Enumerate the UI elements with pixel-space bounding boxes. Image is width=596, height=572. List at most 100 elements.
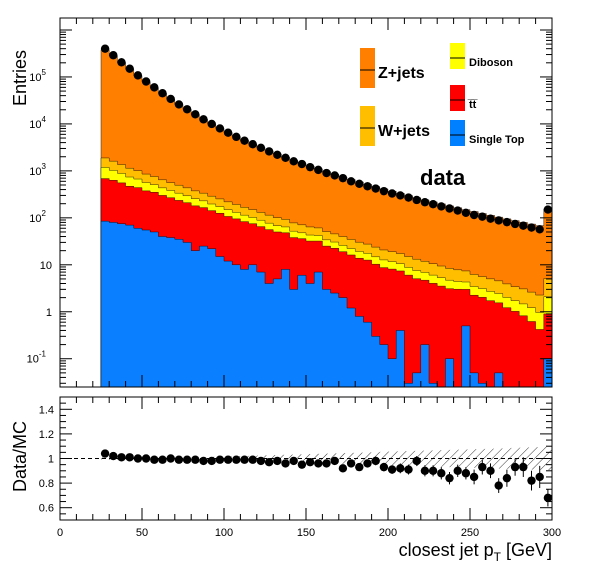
- y-tick-base: 10: [29, 166, 41, 178]
- legend-label: Single Top: [469, 134, 525, 146]
- ratio-point: [363, 459, 372, 468]
- data-point: [232, 132, 241, 142]
- data-points-layer: [100, 44, 553, 234]
- ratio-point: [100, 449, 110, 458]
- y-tick-exponent: 2: [42, 209, 47, 218]
- data-point: [191, 110, 200, 119]
- ratio-point: [264, 457, 274, 467]
- legend-label: Z+jets: [378, 65, 425, 82]
- mc-uncertainty-bin: [396, 451, 405, 466]
- ratio-point: [412, 456, 421, 466]
- mc-uncertainty-bin: [363, 452, 372, 465]
- ratio-point: [404, 465, 413, 474]
- ratio-point: [305, 457, 315, 467]
- ratio-point: [478, 462, 487, 472]
- data-point: [256, 143, 266, 153]
- data-point: [330, 171, 339, 180]
- ratio-point: [174, 455, 184, 464]
- ratio-panel: 0.6 0.8 1 1.2 1.4 0 50 100 150 200 250 300 Data/MC…: [10, 396, 561, 564]
- data-point: [469, 210, 479, 220]
- data-point: [445, 204, 454, 213]
- y-tick-base: 10: [29, 213, 41, 225]
- ratio-y-tick-label: 1: [48, 454, 54, 466]
- data-point: [289, 157, 298, 166]
- data-point: [141, 77, 151, 86]
- data-point: [355, 179, 364, 189]
- ratio-point: [330, 456, 339, 466]
- ratio-point: [158, 455, 167, 464]
- ratio-point: [387, 465, 397, 474]
- data-point: [371, 184, 380, 193]
- data-point: [240, 136, 249, 145]
- data-point: [428, 200, 438, 209]
- y-tick-exponent: 5: [42, 68, 47, 77]
- legend-label: W+jets: [378, 123, 430, 140]
- mc-uncertainty-bin: [461, 449, 470, 468]
- ratio-x-axis: 0 50 100 150 200 250 300: [57, 397, 561, 539]
- y-tick-label: 10-1: [27, 350, 47, 366]
- data-point: [486, 214, 495, 223]
- mc-uncertainty-bin: [355, 452, 364, 465]
- stacked-histogram-layer: [100, 49, 553, 388]
- ratio-point: [355, 462, 364, 472]
- data-point: [519, 221, 528, 230]
- data-point: [535, 225, 544, 234]
- mc-uncertainty-bin: [445, 449, 454, 468]
- mc-uncertainty-bin: [502, 448, 511, 469]
- x-tick-label: 0: [57, 527, 63, 539]
- data-point: [133, 71, 143, 80]
- x-tick-label: 50: [136, 527, 148, 539]
- data-point: [281, 153, 290, 162]
- data-point: [182, 105, 192, 114]
- data-point: [314, 165, 323, 175]
- ratio-point: [445, 473, 454, 483]
- ratio-point: [371, 456, 380, 466]
- ratio-point: [297, 460, 307, 469]
- y-tick-exponent: 3: [42, 162, 47, 171]
- mc-uncertainty-bin: [314, 453, 323, 464]
- ratio-point: [486, 466, 495, 475]
- ratio-y-tick-label: 0.6: [39, 503, 54, 515]
- ratio-point: [322, 459, 331, 468]
- data-point: [215, 124, 225, 133]
- y-tick-label: 1: [46, 307, 52, 319]
- y-tick-label: 105: [29, 68, 46, 84]
- ratio-point: [223, 455, 233, 464]
- ratio-point: [379, 462, 389, 472]
- ratio-point: [133, 454, 143, 463]
- main-y-axis-title: Entries: [10, 50, 30, 106]
- ratio-point: [314, 459, 323, 468]
- data-point: [322, 168, 331, 178]
- ratio-point: [527, 476, 536, 485]
- ratio-point: [428, 466, 438, 475]
- legend-swatch: [360, 106, 375, 146]
- y-tick-exponent: 4: [42, 115, 47, 124]
- ratio-point: [346, 459, 356, 468]
- legend: Z+jets W+jets data Diboson t̅t̅ Single Top: [360, 43, 525, 190]
- ratio-point: [289, 456, 298, 466]
- data-point: [510, 219, 520, 229]
- y-tick-base: 10: [29, 72, 41, 84]
- data-point: [420, 198, 430, 207]
- ratio-point: [469, 472, 479, 482]
- ratio-point: [502, 473, 512, 483]
- x-tick-label: 150: [297, 527, 315, 539]
- x-tick-label: 300: [543, 527, 561, 539]
- ratio-point: [125, 453, 134, 462]
- y-tick-base: 10: [29, 119, 41, 131]
- ratio-point: [396, 464, 405, 473]
- ratio-point: [199, 456, 208, 466]
- ratio-y-axis-title: Data/MC: [10, 421, 30, 492]
- ratio-point: [281, 459, 290, 468]
- y-tick-label: 103: [29, 162, 46, 178]
- data-point: [478, 212, 487, 221]
- y-tick-label: 10: [40, 260, 52, 272]
- ratio-point: [117, 453, 126, 462]
- data-point: [223, 128, 233, 137]
- ratio-point: [166, 454, 175, 463]
- legend-swatch: [450, 120, 465, 146]
- data-point: [100, 44, 110, 53]
- x-tick-label: 100: [215, 527, 233, 539]
